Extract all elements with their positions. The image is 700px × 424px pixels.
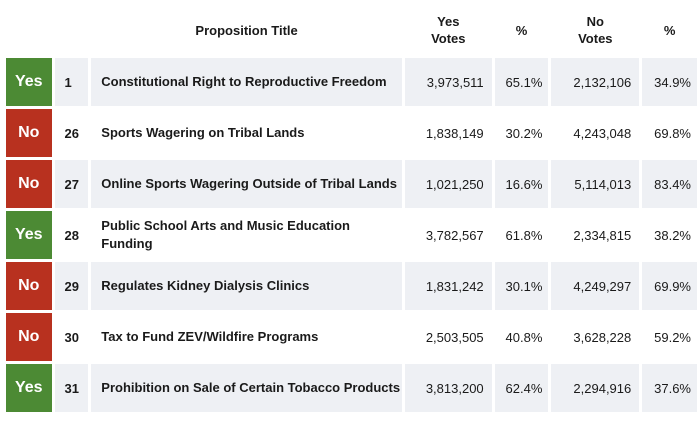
yes-pct-cell: 30.1% bbox=[494, 262, 549, 310]
no-pct-cell: 83.4% bbox=[642, 160, 697, 208]
no-votes-cell: 4,249,297 bbox=[551, 262, 640, 310]
no-pct-cell: 59.2% bbox=[642, 313, 697, 361]
header-yes-pct: % bbox=[494, 5, 549, 55]
table-header-row: Proposition Title Yes Votes % No Votes % bbox=[6, 5, 697, 55]
proposition-title: Tax to Fund ZEV/Wildfire Programs bbox=[91, 313, 402, 361]
proposition-number: 28 bbox=[54, 211, 89, 259]
yes-pct-cell: 40.8% bbox=[494, 313, 549, 361]
proposition-title: Prohibition on Sale of Certain Tobacco P… bbox=[91, 364, 402, 412]
result-badge: Yes bbox=[6, 58, 52, 106]
proposition-number: 26 bbox=[54, 109, 89, 157]
no-votes-cell: 5,114,013 bbox=[551, 160, 640, 208]
yes-votes-cell: 1,838,149 bbox=[404, 109, 492, 157]
yes-pct-cell: 65.1% bbox=[494, 58, 549, 106]
table-row: Yes 31 Prohibition on Sale of Certain Toba… bbox=[6, 364, 697, 412]
result-badge: No bbox=[6, 262, 52, 310]
yes-pct-cell: 62.4% bbox=[494, 364, 549, 412]
no-pct-cell: 69.8% bbox=[642, 109, 697, 157]
yes-votes-cell: 2,503,505 bbox=[404, 313, 492, 361]
proposition-title: Sports Wagering on Tribal Lands bbox=[91, 109, 402, 157]
header-result bbox=[6, 5, 52, 55]
result-badge: Yes bbox=[6, 364, 52, 412]
proposition-number: 31 bbox=[54, 364, 89, 412]
yes-votes-cell: 3,813,200 bbox=[404, 364, 492, 412]
no-votes-cell: 3,628,228 bbox=[551, 313, 640, 361]
table-row: No 26 Sports Wagering on Tribal Lands 1,838… bbox=[6, 109, 697, 157]
proposition-number: 29 bbox=[54, 262, 89, 310]
result-badge: No bbox=[6, 160, 52, 208]
table-row: Yes 28 Public School Arts and Music Educat… bbox=[6, 211, 697, 259]
table-row: No 27 Online Sports Wagering Outside of Tr… bbox=[6, 160, 697, 208]
no-votes-cell: 2,294,916 bbox=[551, 364, 640, 412]
header-no-votes: No Votes bbox=[551, 5, 640, 55]
header-number bbox=[54, 5, 89, 55]
table-row: Yes 1 Constitutional Right to Reproductive… bbox=[6, 58, 697, 106]
no-votes-cell: 2,334,815 bbox=[551, 211, 640, 259]
proposition-number: 1 bbox=[54, 58, 89, 106]
no-pct-cell: 37.6% bbox=[642, 364, 697, 412]
header-no-pct: % bbox=[642, 5, 697, 55]
yes-pct-cell: 61.8% bbox=[494, 211, 549, 259]
no-votes-cell: 4,243,048 bbox=[551, 109, 640, 157]
result-badge: No bbox=[6, 313, 52, 361]
no-votes-cell: 2,132,106 bbox=[551, 58, 640, 106]
header-title: Proposition Title bbox=[91, 5, 402, 55]
proposition-title: Regulates Kidney Dialysis Clinics bbox=[91, 262, 402, 310]
proposition-number: 30 bbox=[54, 313, 89, 361]
propositions-table: Proposition Title Yes Votes % No Votes %… bbox=[3, 2, 700, 415]
yes-votes-cell: 1,021,250 bbox=[404, 160, 492, 208]
header-yes-votes: Yes Votes bbox=[404, 5, 492, 55]
yes-pct-cell: 16.6% bbox=[494, 160, 549, 208]
result-badge: Yes bbox=[6, 211, 52, 259]
table-row: No 29 Regulates Kidney Dialysis Clinics 1,8… bbox=[6, 262, 697, 310]
yes-votes-cell: 3,782,567 bbox=[404, 211, 492, 259]
proposition-title: Online Sports Wagering Outside of Tribal… bbox=[91, 160, 402, 208]
no-pct-cell: 69.9% bbox=[642, 262, 697, 310]
no-pct-cell: 34.9% bbox=[642, 58, 697, 106]
proposition-number: 27 bbox=[54, 160, 89, 208]
no-pct-cell: 38.2% bbox=[642, 211, 697, 259]
yes-votes-cell: 1,831,242 bbox=[404, 262, 492, 310]
proposition-title: Constitutional Right to Reproductive Fre… bbox=[91, 58, 402, 106]
proposition-title: Public School Arts and Music Education F… bbox=[91, 211, 402, 259]
result-badge: No bbox=[6, 109, 52, 157]
yes-pct-cell: 30.2% bbox=[494, 109, 549, 157]
table-row: No 30 Tax to Fund ZEV/Wildfire Programs 2,5… bbox=[6, 313, 697, 361]
yes-votes-cell: 3,973,511 bbox=[404, 58, 492, 106]
